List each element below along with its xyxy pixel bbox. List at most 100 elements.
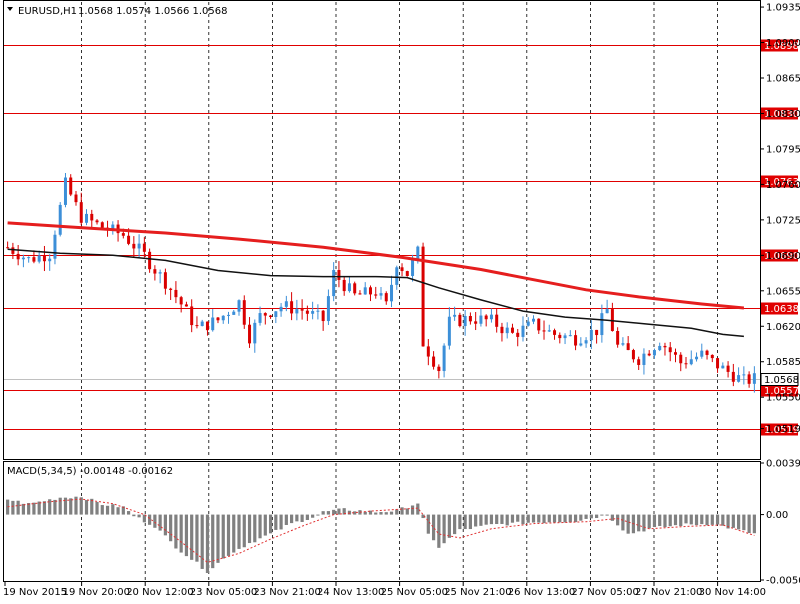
candle-body (27, 257, 31, 259)
macd-bar (531, 514, 536, 523)
macd-bar (121, 506, 125, 515)
candle-body (663, 345, 667, 348)
candle-body (752, 373, 756, 384)
candle-body (510, 327, 514, 333)
macd-bar (379, 512, 383, 515)
candle-body (163, 272, 167, 289)
candle-body (100, 222, 104, 228)
dropdown-triangle-icon[interactable] (7, 7, 13, 11)
candle-body (248, 324, 252, 344)
candle-body (411, 259, 415, 276)
candle-body (579, 343, 583, 346)
macd-bar (158, 514, 162, 531)
candle-body (353, 283, 357, 294)
candle-body (21, 257, 25, 260)
price-tick-label: 1.0830 (766, 109, 800, 120)
candle-body (705, 350, 709, 355)
main-plot-frame (3, 0, 761, 460)
candle-body (532, 318, 536, 322)
candle-body (658, 345, 662, 351)
macd-bar (137, 514, 141, 518)
candle-body (537, 318, 541, 331)
macd-bar (368, 510, 373, 515)
macd-bar (642, 514, 646, 532)
macd-bar (526, 514, 530, 523)
macd-bar (95, 501, 99, 515)
candle-body (379, 293, 383, 296)
candle-body (616, 330, 620, 345)
candle-body (390, 284, 394, 302)
candle-body (363, 287, 367, 295)
candle-body (631, 350, 635, 360)
price-axis[interactable]: 1.09351.09001.08651.08301.07951.07601.07… (760, 3, 800, 587)
macd-bar (290, 514, 294, 524)
candle-body (274, 311, 278, 317)
macd-bar (242, 514, 246, 548)
ma-fast-line (7, 248, 744, 338)
macd-bar (416, 503, 420, 515)
candle-body (437, 366, 441, 372)
macd-bar (568, 514, 572, 523)
macd-bar (263, 514, 267, 536)
macd-bar (221, 514, 225, 559)
macd-bar (710, 514, 714, 525)
candle-body (405, 271, 409, 276)
candle-body (358, 293, 362, 295)
candle-body (474, 321, 478, 324)
candle-body (642, 353, 646, 365)
level-price-label: 1.0830 (764, 109, 799, 120)
macd-bar (295, 514, 299, 522)
candle-body (63, 177, 67, 205)
current-price-tag (760, 373, 799, 386)
time-tick-label: 26 Nov 13:00 (508, 587, 575, 598)
candle-body (169, 288, 173, 290)
macd-bar (132, 514, 136, 517)
macd-bar (311, 514, 315, 518)
candle-body (595, 329, 599, 336)
macd-bar (105, 505, 110, 515)
horizontal-levels[interactable]: 1.08981.08301.07631.06901.06381.05571.05… (4, 39, 799, 437)
macd-bar (537, 514, 541, 523)
macd-bar (184, 514, 189, 557)
candle-body (368, 287, 372, 295)
candle-body (295, 309, 299, 314)
candle-body (637, 359, 641, 365)
candle-body (589, 329, 593, 341)
candle-body (263, 313, 267, 316)
macd-bar (126, 511, 131, 515)
macd-bar (563, 514, 567, 523)
macd-bar (431, 514, 436, 541)
level-price-tag (761, 302, 798, 315)
macd-bar (700, 514, 704, 525)
candle-body (600, 313, 604, 336)
macd-bar (679, 514, 683, 527)
candle-body (16, 253, 20, 260)
candle-body (416, 246, 420, 260)
macd-bar (274, 514, 278, 530)
price-tick-label: 1.0690 (766, 251, 800, 262)
candle-body (684, 363, 688, 365)
candle-body (205, 321, 209, 331)
candle-body (332, 270, 336, 297)
candle-body (432, 356, 436, 367)
candle-body (516, 332, 520, 337)
candle-body (6, 247, 10, 249)
candle-body (542, 330, 546, 332)
candle-body (647, 353, 651, 356)
candle-body (574, 335, 578, 346)
macd-bar (42, 501, 47, 515)
candle-body (695, 356, 699, 360)
macd-bar (169, 514, 173, 542)
candle-body (726, 365, 730, 372)
macd-bar (216, 514, 220, 563)
candle-body (42, 255, 46, 262)
macd-tick-label: -0.00506 (766, 576, 800, 587)
macd-bar (190, 514, 194, 560)
candle-body (242, 300, 246, 325)
macd-label: MACD(5,34,5) (7, 466, 77, 477)
macd-bar (752, 514, 756, 534)
macd-bar (605, 514, 609, 516)
